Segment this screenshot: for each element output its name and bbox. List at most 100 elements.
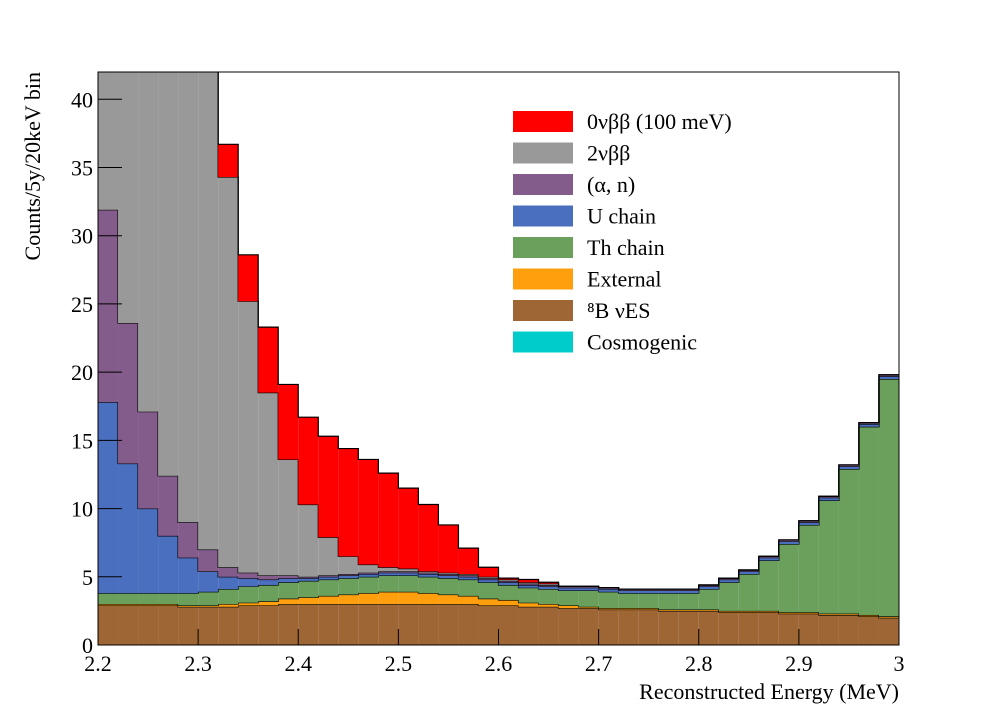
histogram-bar [778, 612, 799, 614]
y-tick-label: 30 [71, 224, 93, 249]
histogram-bar [758, 556, 779, 558]
histogram-bar [118, 604, 139, 606]
histogram-bar [838, 464, 859, 467]
histogram-bar [178, 605, 199, 607]
histogram-bar [378, 567, 399, 572]
histogram-bar [198, 605, 219, 607]
histogram-bar [638, 609, 659, 645]
histogram-bar [758, 557, 779, 561]
histogram-bar [398, 604, 419, 645]
histogram-bar [298, 604, 319, 645]
histogram-bar [318, 595, 339, 605]
histogram-bar [658, 589, 679, 591]
histogram-bar [118, 593, 139, 605]
histogram-bar [838, 466, 859, 470]
legend-swatch [513, 205, 573, 227]
histogram-bar [338, 578, 359, 595]
histogram-bar [578, 590, 599, 607]
histogram-bar [238, 602, 259, 606]
histogram-bar [778, 541, 799, 545]
histogram-bar [458, 574, 479, 576]
histogram-bar [378, 575, 399, 592]
histogram-bar [358, 572, 379, 575]
histogram-bar [118, 323, 139, 464]
histogram-bar [238, 586, 259, 603]
histogram-bar [398, 571, 419, 573]
histogram-bar [258, 575, 279, 580]
histogram-bar [258, 327, 279, 393]
histogram-bar [838, 613, 859, 615]
histogram-bar [238, 301, 259, 573]
histogram-bar [418, 604, 439, 645]
histogram-bar [318, 537, 339, 576]
histogram-bar [678, 609, 699, 611]
histogram-bar [618, 589, 639, 591]
histogram-bar [138, 593, 159, 605]
histogram-bar [818, 496, 839, 498]
histogram-bar [778, 539, 799, 542]
histogram-bar [118, 605, 139, 645]
legend-label: 2νββ [587, 141, 630, 166]
histogram-bar [578, 587, 599, 591]
histogram-bar [818, 500, 839, 614]
legend-label: (α, n) [587, 172, 635, 197]
histogram-bar [538, 586, 559, 590]
histogram-bar [98, 402, 119, 594]
histogram-bar [318, 604, 339, 645]
histogram-bar [618, 593, 639, 609]
histogram-bar [398, 575, 419, 592]
histogram-bar [458, 548, 479, 575]
histogram-bar [278, 598, 299, 605]
histogram-bar [278, 459, 299, 576]
histogram-bar [118, 463, 139, 594]
histogram-bar [358, 574, 379, 577]
histogram-bar [538, 589, 559, 605]
histogram-bar [98, 605, 119, 645]
histogram-bar [658, 609, 679, 611]
histogram-bar [398, 488, 419, 569]
histogram-bar [638, 608, 659, 610]
histogram-bar [798, 613, 819, 645]
histogram-bar [438, 572, 459, 575]
histogram-bar [358, 459, 379, 565]
histogram-bar [498, 584, 519, 600]
histogram-bar [438, 575, 459, 579]
histogram-bar [398, 568, 419, 572]
histogram-bar [358, 593, 379, 605]
histogram-bar [598, 608, 619, 610]
histogram-bar [298, 576, 319, 579]
y-tick-label: 40 [71, 87, 93, 112]
histogram-bar [118, 72, 139, 324]
histogram-bar [598, 591, 619, 609]
histogram-bar [778, 613, 799, 645]
histogram-bar [458, 579, 479, 596]
histogram-bar [178, 72, 199, 523]
histogram-bar [838, 469, 859, 614]
histogram-bar [218, 177, 239, 568]
histogram-bar [478, 598, 499, 606]
histogram-bar [378, 473, 399, 568]
histogram-bar [378, 571, 399, 573]
histogram-bar [518, 579, 539, 583]
histogram-bar [538, 606, 559, 645]
histogram-bar [338, 556, 359, 575]
histogram-bar [138, 604, 159, 606]
histogram-bar [318, 579, 339, 596]
histogram-bar [878, 616, 899, 618]
x-tick-label: 2.6 [485, 651, 513, 676]
histogram-bar [678, 590, 699, 594]
histogram-bar [738, 610, 759, 613]
histogram-bar [138, 72, 159, 412]
x-tick-label: 2.7 [585, 651, 613, 676]
histogram-bar [498, 580, 519, 583]
histogram-bar [138, 411, 159, 509]
histogram-bar [338, 448, 359, 557]
histogram-bar [98, 72, 119, 210]
histogram-bar [558, 605, 579, 609]
histogram-bar [238, 572, 259, 579]
histogram-bar [198, 571, 219, 592]
histogram-bar [278, 384, 299, 460]
histogram-bar [418, 504, 439, 572]
histogram-bar [798, 612, 819, 614]
histogram-bar [518, 602, 539, 607]
